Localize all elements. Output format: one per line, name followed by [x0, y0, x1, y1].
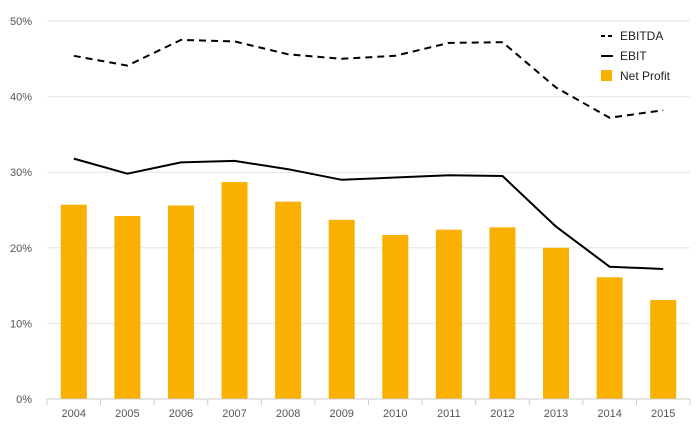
- x-tick-label: 2013: [544, 408, 568, 420]
- series-lines: [73, 38, 664, 270]
- legend-label: EBITDA: [620, 29, 663, 43]
- legend-label: Net Profit: [620, 69, 671, 83]
- ebitda-line: [73, 38, 664, 119]
- x-tick-label: 2009: [329, 408, 353, 420]
- x-axis: 2004 2005 2006 2007 2008 2009 2010 2011 2012 2013…: [46, 398, 691, 420]
- y-tick-label: 40%: [10, 92, 32, 104]
- x-tick-label: 2014: [597, 408, 621, 420]
- y-tick-label: 10%: [10, 318, 32, 330]
- legend: EBITDA EBIT Net Profit: [601, 29, 671, 83]
- y-tick-label: 30%: [10, 167, 32, 179]
- legend-label: EBIT: [620, 49, 647, 63]
- x-tick-label: 2012: [490, 408, 514, 420]
- ebit-line: [73, 157, 664, 270]
- net-profit-bar: [489, 227, 516, 399]
- net-profit-bar: [328, 219, 355, 399]
- net-profit-bar: [650, 299, 677, 399]
- net-profit-bar: [275, 201, 302, 399]
- x-tick-label: 2015: [651, 408, 675, 420]
- net-profit-legend-swatch: [601, 70, 612, 81]
- net-profit-bar: [435, 229, 462, 399]
- net-profit-bar: [596, 277, 623, 399]
- net-profit-bar: [543, 247, 570, 399]
- y-axis-ticks: 0% 10% 20% 30% 40% 50%: [10, 16, 32, 406]
- net-profit-bar: [114, 216, 141, 399]
- net-profit-bar: [221, 182, 248, 399]
- y-tick-label: 20%: [10, 243, 32, 255]
- x-tick-label: 2005: [115, 408, 139, 420]
- net-profit-bar: [60, 204, 87, 399]
- y-tick-label: 50%: [10, 16, 32, 28]
- x-tick-label: 2007: [222, 408, 246, 420]
- net-profit-bar: [382, 234, 409, 399]
- net-profit-bars: [60, 182, 677, 399]
- x-tick-label: 2010: [383, 408, 407, 420]
- y-tick-label: 0%: [16, 394, 32, 406]
- net-profit-bar: [167, 205, 194, 399]
- x-tick-label: 2004: [62, 408, 86, 420]
- x-tick-label: 2008: [276, 408, 300, 420]
- x-tick-label: 2011: [437, 408, 461, 420]
- x-tick-label: 2006: [169, 408, 193, 420]
- gridlines: [47, 20, 690, 324]
